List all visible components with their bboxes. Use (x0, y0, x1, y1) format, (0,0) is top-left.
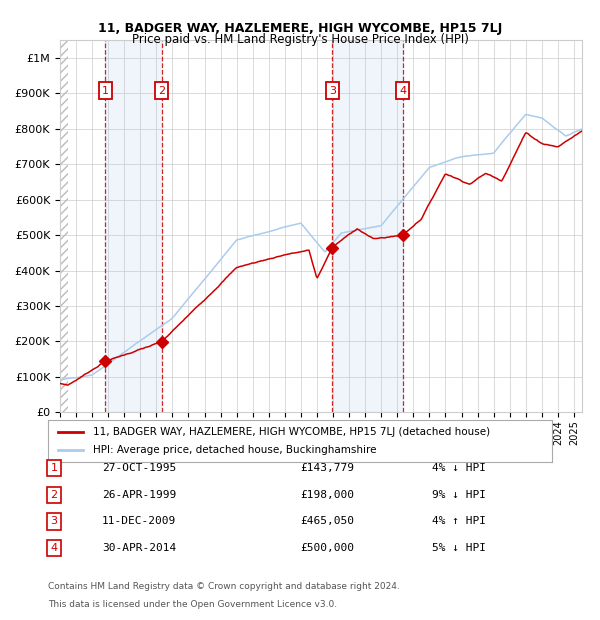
Text: 4: 4 (399, 86, 406, 95)
Text: £143,779: £143,779 (300, 463, 354, 473)
Text: £198,000: £198,000 (300, 490, 354, 500)
Text: 9% ↓ HPI: 9% ↓ HPI (432, 490, 486, 500)
Bar (332, 40, 403, 412)
Text: 11-DEC-2009: 11-DEC-2009 (102, 516, 176, 526)
Text: 1: 1 (50, 463, 58, 473)
Text: 4: 4 (50, 543, 58, 553)
Text: 4% ↑ HPI: 4% ↑ HPI (432, 516, 486, 526)
Text: £465,050: £465,050 (300, 516, 354, 526)
Text: 4% ↓ HPI: 4% ↓ HPI (432, 463, 486, 473)
Text: HPI: Average price, detached house, Buckinghamshire: HPI: Average price, detached house, Buck… (94, 445, 377, 455)
Text: Contains HM Land Registry data © Crown copyright and database right 2024.: Contains HM Land Registry data © Crown c… (48, 582, 400, 591)
Text: 11, BADGER WAY, HAZLEMERE, HIGH WYCOMBE, HP15 7LJ (detached house): 11, BADGER WAY, HAZLEMERE, HIGH WYCOMBE,… (94, 427, 490, 436)
Text: 5% ↓ HPI: 5% ↓ HPI (432, 543, 486, 553)
Text: This data is licensed under the Open Government Licence v3.0.: This data is licensed under the Open Gov… (48, 600, 337, 609)
Text: 1: 1 (102, 86, 109, 95)
Text: 3: 3 (50, 516, 58, 526)
Text: Price paid vs. HM Land Registry's House Price Index (HPI): Price paid vs. HM Land Registry's House … (131, 33, 469, 46)
Text: 26-APR-1999: 26-APR-1999 (102, 490, 176, 500)
Bar (60, 40, 68, 412)
Text: 2: 2 (50, 490, 58, 500)
Bar (105, 40, 161, 412)
Text: 11, BADGER WAY, HAZLEMERE, HIGH WYCOMBE, HP15 7LJ: 11, BADGER WAY, HAZLEMERE, HIGH WYCOMBE,… (98, 22, 502, 35)
Text: 2: 2 (158, 86, 165, 95)
Text: £500,000: £500,000 (300, 543, 354, 553)
Text: 3: 3 (329, 86, 336, 95)
Text: 30-APR-2014: 30-APR-2014 (102, 543, 176, 553)
Text: 27-OCT-1995: 27-OCT-1995 (102, 463, 176, 473)
